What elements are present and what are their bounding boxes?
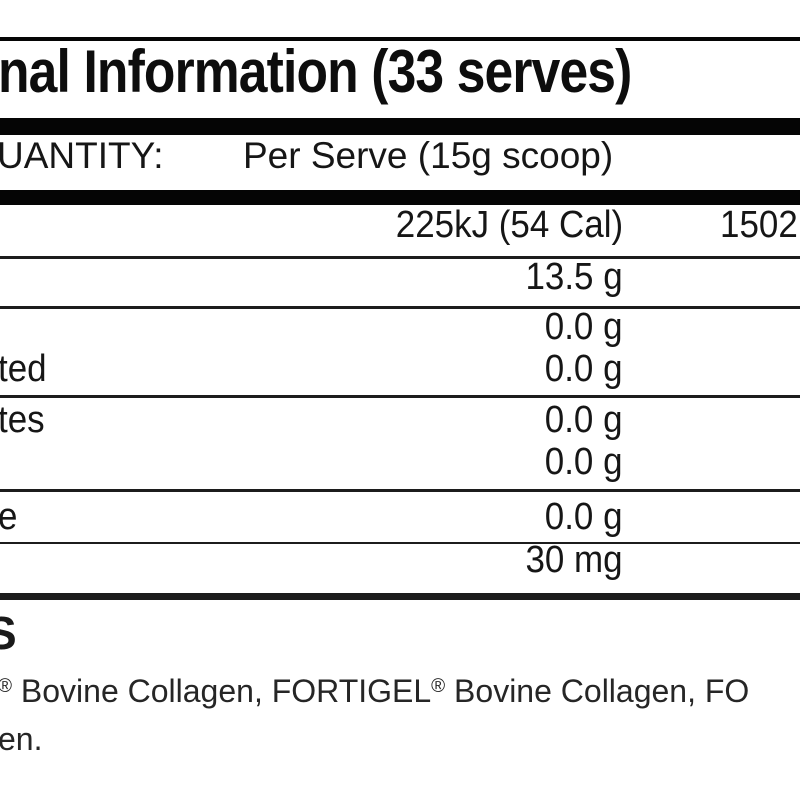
row-label-saturated-fragment: ted [0,348,47,390]
registered-trademark-icon: ® [0,676,12,697]
value-energy-per-serve: 225kJ (54 Cal) [395,204,623,246]
row-divider [0,256,800,259]
row-label-carbohydrates-fragment: tes [0,399,45,441]
row-label-fibre-fragment: e [0,498,17,536]
value-carbohydrates-per-serve: 0.0 g [545,399,623,441]
row-divider [0,395,800,398]
ingredients-line-1: ® Bovine Collagen, FORTIGEL® Bovine Coll… [0,675,749,707]
value-fat-total-per-serve: 0.0 g [545,306,623,348]
ingredients-text: Bovine Collagen, FORTIGEL [12,673,432,709]
value-sugars-per-serve: 0.0 g [545,441,623,483]
registered-trademark-icon: ® [431,676,446,697]
divider-top [0,37,800,41]
column-header-quantity: UANTITY: [0,135,164,176]
value-fibre-per-serve: 0.0 g [545,496,623,538]
value-saturated-per-serve: 0.0 g [545,348,623,390]
row-divider [0,542,800,544]
value-protein-per-serve: 13.5 g [525,256,623,298]
column-header-per-serve: Per Serve (15g scoop) [243,135,614,176]
ingredients-text: Bovine Collagen, FO [445,673,750,709]
header-bar-bottom [0,190,800,205]
value-sodium-per-serve: 30 mg [525,539,623,581]
table-bottom-rule [0,593,800,600]
row-divider [0,306,800,309]
page-title: nal Information (33 serves) [0,38,632,105]
ingredients-line-2: en. [0,721,43,757]
header-bar-top [0,118,800,135]
ingredients-heading-fragment: S [0,607,17,659]
value-energy-per-100g-fragment: 1502 [720,204,798,246]
row-divider [0,489,800,492]
